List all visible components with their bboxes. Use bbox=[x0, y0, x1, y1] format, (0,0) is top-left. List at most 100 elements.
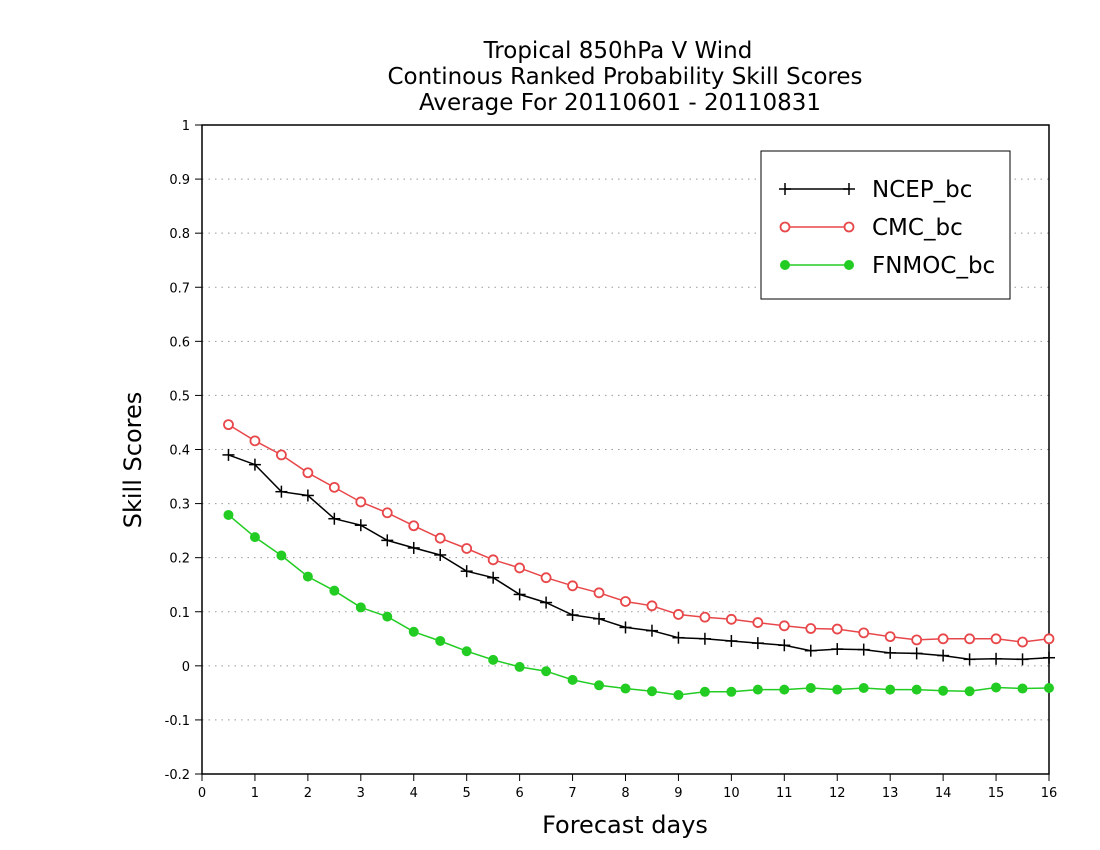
data-point-cmc-bc bbox=[593, 587, 605, 599]
data-point-fnmoc-bc bbox=[1044, 683, 1054, 694]
data-point-ncep-bc bbox=[645, 624, 658, 637]
data-point-fnmoc-bc bbox=[302, 571, 313, 582]
data-point-fnmoc-bc bbox=[620, 683, 631, 694]
x-tick-label: 15 bbox=[988, 786, 1005, 801]
data-point-ncep-bc bbox=[963, 653, 976, 666]
x-tick-label: 8 bbox=[621, 786, 629, 801]
legend: NCEP_bc CMC_bc FNMOC_bc bbox=[760, 150, 1011, 300]
data-point-ncep-bc bbox=[1043, 651, 1055, 664]
chart-title: Tropical 850hPa V Wind Continous Ranked … bbox=[387, 38, 862, 116]
data-point-ncep-bc bbox=[1016, 653, 1029, 666]
data-point-ncep-bc bbox=[593, 612, 606, 625]
data-point-fnmoc-bc bbox=[911, 684, 922, 695]
data-point-fnmoc-bc bbox=[726, 686, 737, 697]
data-point-cmc-bc bbox=[937, 633, 949, 645]
x-tick-label: 5 bbox=[463, 786, 471, 801]
data-point-cmc-bc bbox=[990, 633, 1002, 645]
y-tick-label: 1 bbox=[182, 119, 190, 134]
legend-marker bbox=[779, 221, 791, 233]
data-point-cmc-bc bbox=[1017, 636, 1028, 648]
data-point-ncep-bc bbox=[990, 652, 1003, 665]
data-point-ncep-bc bbox=[937, 649, 950, 662]
data-point-ncep-bc bbox=[672, 631, 685, 644]
data-point-ncep-bc bbox=[725, 634, 738, 647]
y-tick-label: 0.4 bbox=[169, 444, 190, 459]
x-tick-label: 12 bbox=[829, 786, 846, 801]
data-point-cmc-bc bbox=[778, 620, 790, 632]
data-point-ncep-bc bbox=[566, 608, 579, 621]
y-tick-label: -0.1 bbox=[165, 714, 190, 729]
data-point-cmc-bc bbox=[805, 623, 817, 634]
legend-marker bbox=[779, 183, 791, 195]
series-fnmoc-bc bbox=[223, 509, 1054, 701]
data-point-fnmoc-bc bbox=[858, 683, 869, 694]
data-point-fnmoc-bc bbox=[646, 686, 657, 697]
data-point-ncep-bc bbox=[275, 485, 288, 498]
data-point-ncep-bc bbox=[381, 534, 394, 547]
y-tick-label: 0.8 bbox=[169, 227, 190, 242]
y-axis-title: Skill Scores bbox=[119, 392, 147, 529]
data-point-fnmoc-bc bbox=[885, 684, 896, 695]
x-tick-label: 9 bbox=[674, 786, 682, 801]
data-point-cmc-bc bbox=[673, 609, 684, 620]
data-point-cmc-bc bbox=[858, 627, 870, 639]
data-point-fnmoc-bc bbox=[382, 611, 393, 622]
data-point-fnmoc-bc bbox=[567, 674, 578, 685]
data-point-cmc-bc bbox=[540, 572, 552, 584]
data-point-fnmoc-bc bbox=[805, 683, 816, 694]
chart-title-line-2: Continous Ranked Probability Skill Score… bbox=[387, 64, 862, 90]
chart-title-line-3: Average For 20110601 - 20110831 bbox=[419, 90, 821, 116]
y-tick-label: 0.1 bbox=[169, 606, 190, 621]
y-tick-label: -0.2 bbox=[165, 768, 190, 783]
series-line-ncep-bc bbox=[228, 454, 1050, 661]
data-point-fnmoc-bc bbox=[461, 646, 472, 657]
data-point-ncep-bc bbox=[407, 541, 420, 554]
data-point-fnmoc-bc bbox=[488, 654, 499, 665]
data-point-cmc-bc bbox=[620, 596, 631, 607]
data-point-fnmoc-bc bbox=[223, 509, 234, 520]
data-point-cmc-bc bbox=[699, 611, 711, 623]
data-point-cmc-bc bbox=[1043, 633, 1055, 645]
y-tick-label: 0.7 bbox=[169, 281, 190, 296]
data-point-ncep-bc bbox=[540, 596, 553, 609]
data-point-ncep-bc bbox=[831, 643, 844, 656]
data-point-cmc-bc bbox=[646, 600, 658, 612]
data-point-cmc-bc bbox=[302, 467, 314, 479]
data-point-cmc-bc bbox=[223, 419, 234, 431]
x-tick-label: 7 bbox=[568, 786, 576, 801]
data-point-fnmoc-bc bbox=[991, 682, 1002, 693]
x-tick-label: 3 bbox=[357, 786, 365, 801]
legend-label: NCEP_bc bbox=[872, 177, 972, 203]
data-point-fnmoc-bc bbox=[355, 602, 366, 613]
data-point-fnmoc-bc bbox=[329, 585, 340, 596]
y-tick-label: 0.6 bbox=[169, 335, 190, 350]
data-point-fnmoc-bc bbox=[1017, 683, 1028, 694]
x-tick-label: 13 bbox=[882, 786, 899, 801]
x-axis-title: Forecast days bbox=[542, 811, 708, 839]
data-point-ncep-bc bbox=[778, 639, 791, 652]
data-point-ncep-bc bbox=[884, 646, 897, 659]
x-tick-label: 16 bbox=[1041, 786, 1058, 801]
y-tick-label: 0.5 bbox=[169, 389, 190, 404]
legend-label: FNMOC_bc bbox=[872, 253, 995, 279]
data-point-cmc-bc bbox=[514, 562, 526, 574]
data-point-ncep-bc bbox=[460, 565, 473, 578]
legend-marker bbox=[843, 183, 855, 195]
gridlines bbox=[202, 178, 1049, 721]
x-tick-label: 14 bbox=[935, 786, 952, 801]
data-point-cmc-bc bbox=[567, 580, 578, 592]
data-point-cmc-bc bbox=[461, 543, 473, 554]
data-point-cmc-bc bbox=[487, 554, 499, 566]
data-point-ncep-bc bbox=[513, 588, 526, 601]
legend-marker bbox=[843, 221, 855, 233]
x-tick-label: 6 bbox=[515, 786, 523, 801]
data-point-fnmoc-bc bbox=[408, 626, 419, 637]
data-point-ncep-bc bbox=[619, 621, 632, 634]
y-tick-label: 0.2 bbox=[169, 552, 190, 567]
data-point-ncep-bc bbox=[751, 637, 764, 650]
axis-ticks: -0.2-0.100.10.20.30.40.50.60.70.80.910 1 2… bbox=[165, 119, 1058, 801]
x-tick-label: 0 bbox=[198, 786, 206, 801]
series-layer bbox=[222, 419, 1055, 701]
plot-frame bbox=[201, 124, 1050, 775]
